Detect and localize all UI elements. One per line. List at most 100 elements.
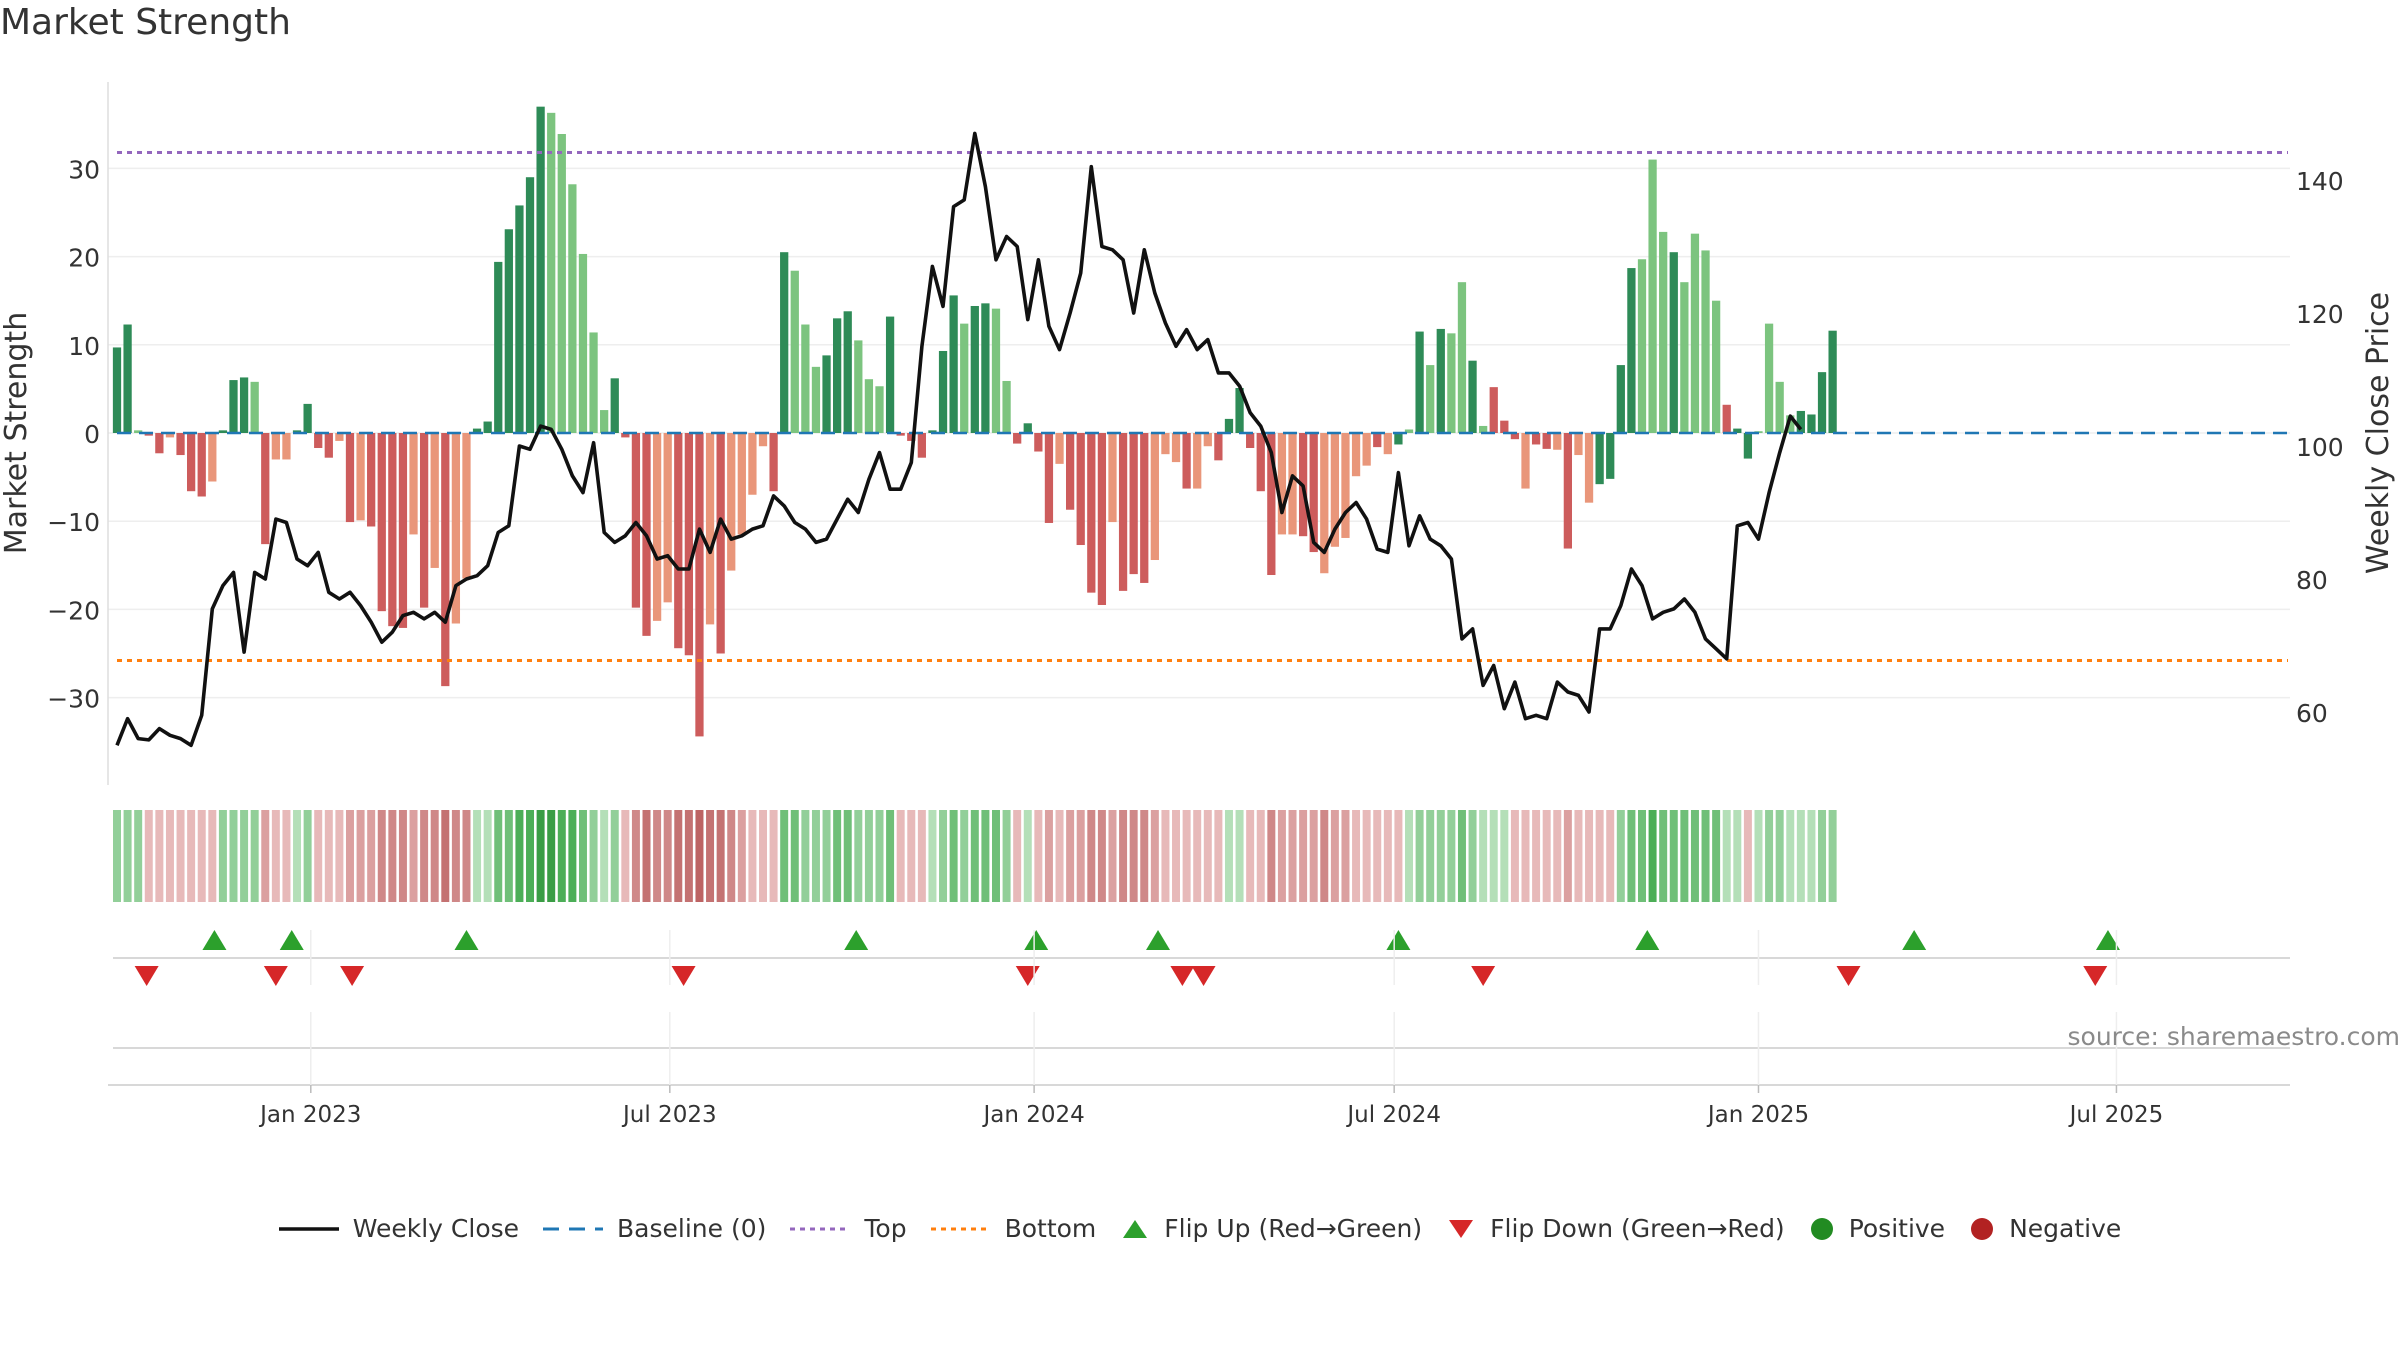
legend-item-bottom: Bottom [930,1214,1097,1243]
strength-bar [568,184,577,433]
flip-up-marker [1146,930,1171,950]
heat-cell [684,810,693,902]
right-tick-label: 60 [2296,699,2328,728]
flip-up-marker [1902,930,1927,950]
heat-cell [250,810,259,902]
chart-title: Market Strength [0,2,291,43]
heat-cell [854,810,863,902]
heat-cell [155,810,164,902]
strength-bar [1764,323,1774,433]
heat-cell [1532,810,1541,902]
heat-cell [663,810,672,902]
legend-label: Flip Up (Red→Green) [1164,1214,1423,1243]
strength-bar [716,433,725,654]
x-tick-label: Jul 2023 [621,1102,717,1128]
strength-bar [1627,268,1636,433]
heat-cell [1743,810,1752,902]
legend-item-baseline: Baseline (0) [543,1214,766,1243]
heat-cell [1299,810,1308,902]
strength-bar [938,350,948,433]
strength-bar [1426,365,1435,433]
right-axis-title: Weekly Close Price [2361,292,2396,574]
heat-cell [1362,810,1371,902]
strength-bar [1606,433,1615,479]
strength-bar [1044,433,1054,523]
strength-bar [991,308,1001,433]
legend-swatch-flip_up [1123,1219,1148,1238]
heat-cell [843,810,852,902]
legend-label: Bottom [1004,1214,1097,1243]
weekly-close-line [115,131,1803,748]
strength-bar [1659,231,1668,433]
strength-bar [345,433,355,523]
strength-bar [1288,433,1297,535]
strength-bar [949,295,958,433]
heat-cell [377,810,386,902]
heat-cell [875,810,884,902]
heat-cell [578,810,587,902]
heat-cell [674,810,683,902]
heat-cell [1542,810,1551,902]
legend-swatch-negative [1971,1217,1994,1240]
strength-bar [843,311,852,433]
heat-cell [1786,810,1795,902]
heat-cell [949,810,958,902]
heat-cell [600,810,609,902]
heat-cell [473,810,482,902]
heat-cell [1235,810,1244,902]
heat-cell [695,810,704,902]
strength-bar [197,433,206,497]
strength-bar [885,316,895,433]
strength-bar [356,433,365,521]
left-tick-label: −10 [47,508,100,537]
heat-cell [547,810,556,902]
strength-bar [917,433,926,458]
heat-cell [271,810,280,902]
x-tick-label: Jan 2025 [1706,1102,1809,1128]
strength-bar [1108,433,1117,523]
heat-cell [1405,810,1414,902]
strength-bar [652,433,662,621]
heat-cell [420,810,429,902]
heat-cell [1330,810,1339,902]
heat-cell [134,810,143,902]
strength-bar [600,410,609,433]
heat-cell [1447,810,1456,902]
heat-cell [589,810,598,902]
strength-bar [833,318,842,433]
strength-bar [1129,433,1138,575]
strength-bar [1246,433,1255,448]
heat-cell [430,810,439,902]
strength-bar [1383,433,1392,455]
heat-cell [324,810,333,902]
heat-cell [123,810,132,902]
legend-item-close: Weekly Close [278,1214,519,1243]
right-axis: 140 120 100 80 60 Weekly Close Price [2296,167,2396,728]
strength-bar [1786,415,1795,433]
heat-cell [388,810,397,902]
strength-bar [1341,433,1350,538]
strength-bar [292,430,302,433]
heat-cell [769,810,778,902]
flip-up-marker [279,930,304,950]
heat-cell [1701,810,1710,902]
strength-bar [547,112,556,434]
strength-bar [748,433,757,495]
strength-bar [282,433,291,460]
strength-bar [822,355,831,433]
strength-bar [112,347,122,433]
strength-bar [1542,433,1551,449]
heat-cell [790,810,799,902]
heat-cell [176,810,185,902]
heat-cell [1341,810,1350,902]
right-tick-label: 140 [2296,167,2344,196]
strength-bar [1553,433,1562,450]
heat-cell [1097,810,1106,902]
strength-bar [1203,433,1212,447]
strength-bar [1733,428,1742,433]
strength-bar [727,433,736,571]
heat-cell [991,810,1000,902]
x-tick-label: Jan 2023 [258,1102,361,1128]
heat-cell [1659,810,1668,902]
